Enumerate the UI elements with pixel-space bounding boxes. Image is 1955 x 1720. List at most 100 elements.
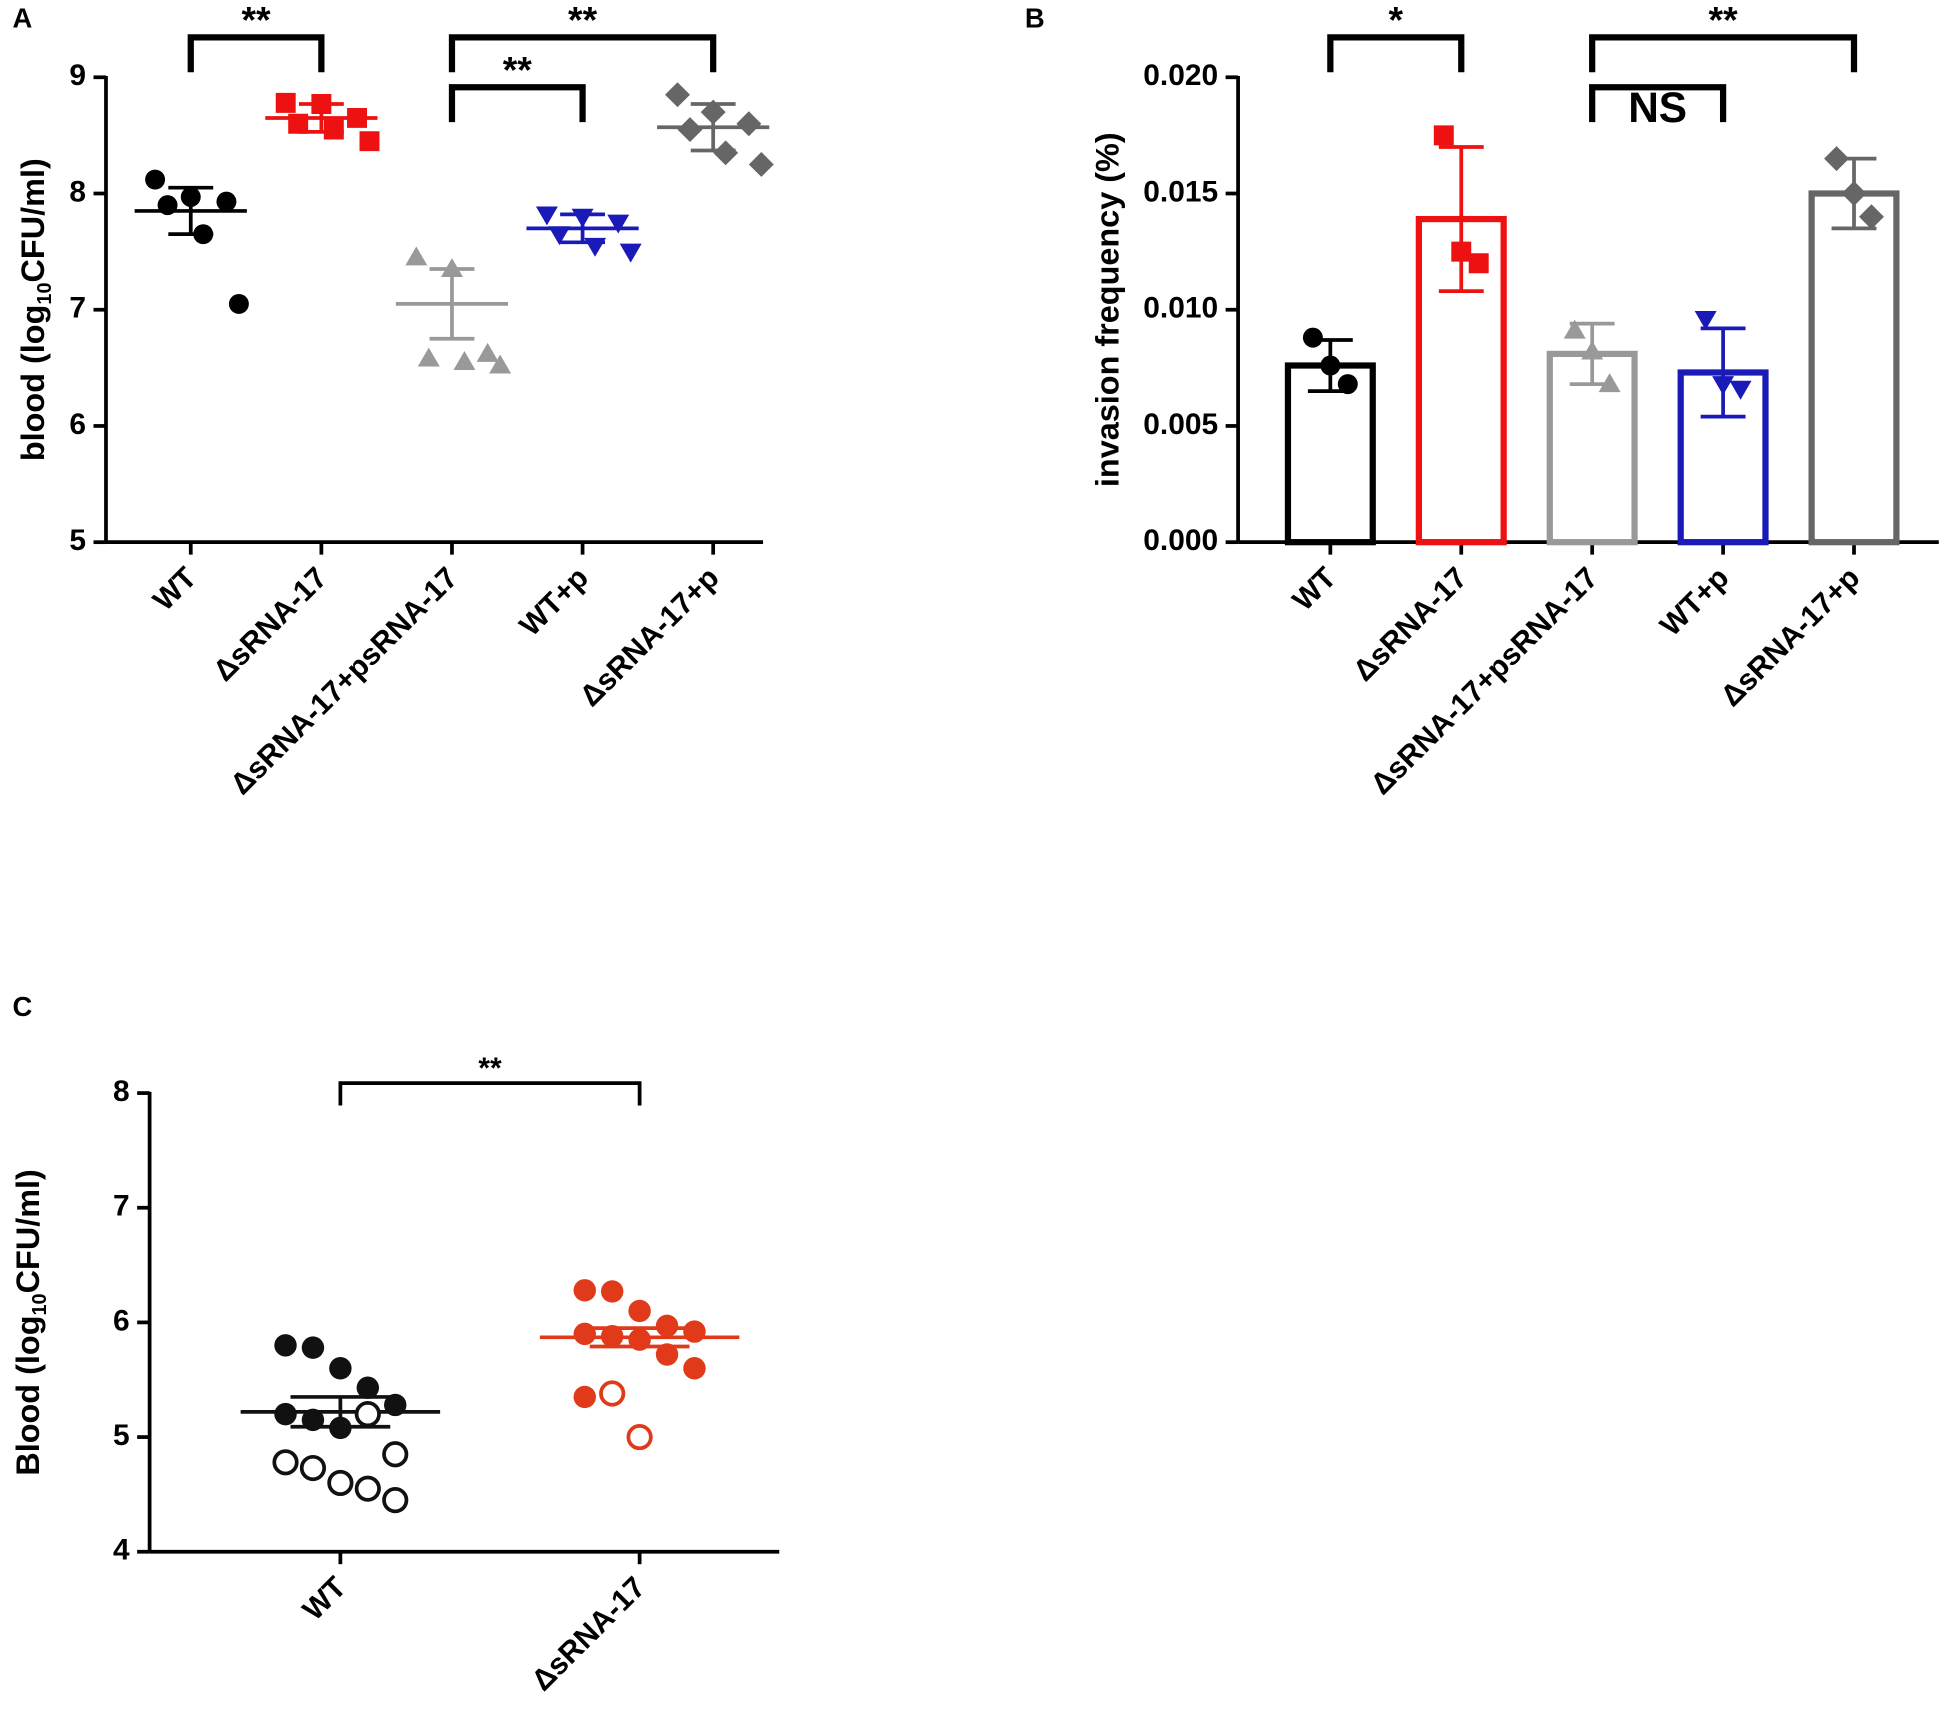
y-tick-label: 9 [69,59,86,92]
y-tick-label: 0.005 [1143,408,1218,441]
data-point [301,1408,325,1432]
data-point [311,94,332,114]
data-point [1824,146,1850,172]
data-point [573,1385,596,1409]
data-point [1433,125,1454,146]
significance-label: ** [242,0,272,40]
data-point [417,347,440,367]
data-point [619,243,642,263]
data-point [600,1324,624,1348]
data-point [272,1449,299,1476]
data-point [584,237,607,257]
y-tick-label: 8 [113,1075,130,1108]
data-point [327,1469,354,1497]
data-point [145,169,166,190]
x-tick-label: ΔsRNA-17+p [574,561,726,713]
data-point [748,151,774,177]
data-point [356,1376,380,1399]
data-point [440,258,463,278]
y-tick-label: 6 [69,408,86,441]
data-point [548,226,571,246]
y-tick-label: 0.000 [1143,524,1218,557]
x-tick-label: WT+p [1654,561,1735,642]
data-point [329,1416,352,1440]
significance-bracket [448,84,586,123]
data-point [216,191,237,212]
data-point [1729,380,1752,400]
y-axis-label-part: 10 [29,1293,51,1315]
data-point [274,1402,297,1426]
significance-label: ** [478,1052,502,1085]
data-point [573,1322,596,1346]
data-point [628,1328,651,1351]
data-point [1598,373,1621,393]
x-tick-label: ΔsRNA-17 [1347,561,1474,688]
data-point [700,99,726,125]
data-point [655,1343,679,1366]
x-tick-label: ΔsRNA-17+psRNA-17 [224,561,464,801]
data-point [354,1401,381,1428]
y-axis-label: blood (log10CFU/ml) [14,158,56,461]
data-point [1694,311,1717,330]
significance-label: * [1389,0,1404,40]
data-point [193,224,214,245]
data-point [354,1475,381,1502]
data-point [1302,327,1323,348]
y-axis-label-part: Blood (log [9,1316,45,1476]
y-tick-label: 5 [69,524,86,557]
x-tick-label: ΔsRNA-17 [207,561,334,688]
data-point [1581,340,1604,360]
data-point [1563,319,1586,339]
x-tick-label: WT+p [514,561,595,642]
significance-label: ** [503,48,533,90]
data-point [607,214,630,234]
x-tick-label: ΔsRNA-17+psRNA-17 [1364,561,1604,801]
data-point [157,195,178,216]
y-tick-label: 4 [113,1534,130,1567]
y-tick-label: 6 [113,1304,130,1337]
data-point [600,1280,624,1303]
y-axis-label-part: invasion frequency (%) [1089,132,1125,487]
significance-bracket [448,34,717,73]
y-axis-label-part: 10 [34,282,56,304]
x-tick-label: WT [1287,561,1343,617]
data-point [347,107,367,128]
panel-label: C [12,991,32,1022]
y-tick-label: 0.010 [1143,292,1218,325]
bar [1808,190,1900,546]
significance-bracket [338,1081,642,1106]
data-point [683,1357,706,1380]
data-point [228,293,249,314]
data-point [655,1314,679,1338]
data-point [180,187,201,207]
data-point [1858,204,1884,230]
data-point [301,1336,325,1359]
data-point [1451,241,1472,262]
significance-bracket [187,34,325,73]
data-point [535,206,558,226]
y-tick-label: 7 [69,292,86,325]
data-point [665,82,690,108]
x-tick-label: ΔsRNA-17+p [1714,561,1866,713]
data-point [1841,181,1867,206]
x-tick-label: WT [147,561,203,617]
data-point [683,1320,706,1343]
data-point [299,1454,327,1482]
y-tick-label: 8 [69,175,86,208]
y-axis-label: invasion frequency (%) [1089,132,1125,487]
data-point [677,117,703,143]
significance-label: ** [568,0,598,40]
data-point [1712,376,1735,396]
data-point [476,342,499,362]
data-point [329,1357,352,1380]
data-point [573,1279,596,1302]
data-point [1320,355,1341,376]
significance-label: ** [1709,0,1739,40]
y-axis-label-part: blood (log [14,305,50,462]
significance-bracket [1327,34,1465,73]
panel-label: B [1025,2,1045,33]
x-tick-label: ΔsRNA-17 [525,1571,652,1698]
y-axis-label: Blood (log10CFU/ml) [9,1169,51,1476]
significance-bracket [1589,34,1858,73]
